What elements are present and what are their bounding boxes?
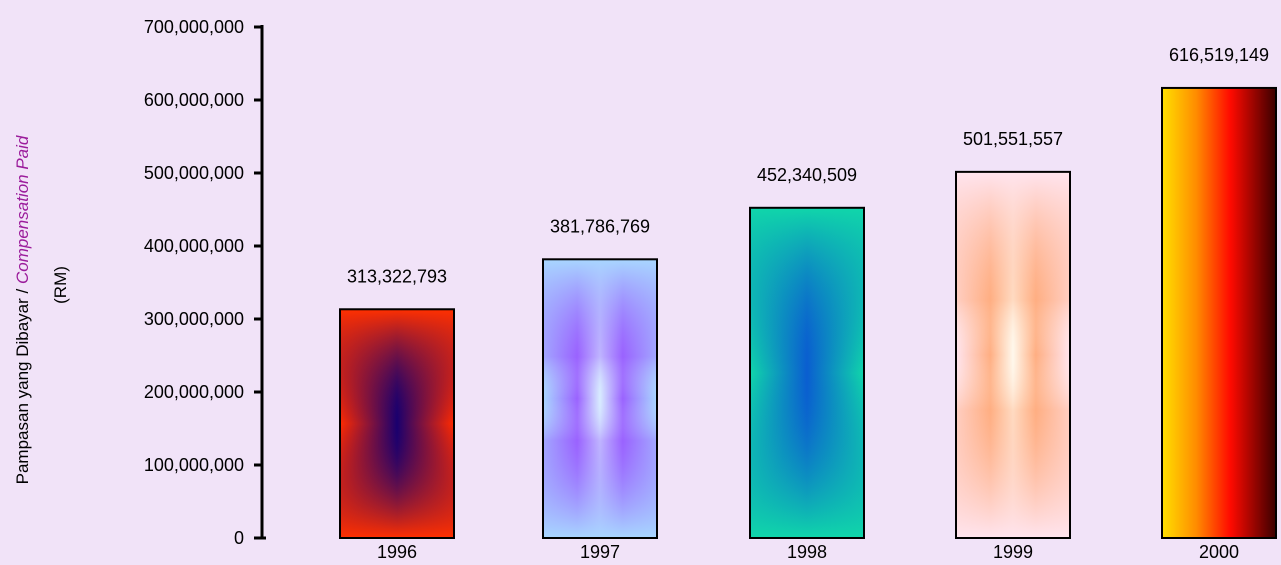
category-label: 1997 [580, 542, 620, 562]
y-tick-label: 700,000,000 [144, 17, 244, 37]
y-axis: 0 100,000,000 200,000,000 300,000,000 400,00… [144, 17, 266, 548]
y-axis-label-main: Pampasan yang Dibayar / [13, 284, 32, 484]
y-axis-unit: (RM) [51, 266, 70, 304]
bar-1999 [955, 170, 1071, 539]
data-label: 381,786,769 [550, 216, 650, 236]
y-axis-label-italic: Compensation Paid [13, 135, 32, 284]
bar-1997 [542, 258, 658, 539]
svg-text:Pampasan yang Dibayar / Compen: Pampasan yang Dibayar / Compensation Pai… [13, 135, 32, 484]
y-axis-label: Pampasan yang Dibayar / Compensation Pai… [13, 135, 32, 484]
bar-shading [750, 207, 864, 538]
category-label: 2000 [1199, 542, 1239, 562]
bar-1998 [749, 206, 865, 539]
bar-2000 [1161, 86, 1277, 540]
y-axis-unit-text: (RM) [51, 266, 70, 304]
data-label: 501,551,557 [963, 129, 1063, 149]
data-label: 452,340,509 [757, 165, 857, 185]
bar-shading [543, 259, 657, 538]
bar-outline [749, 206, 865, 539]
y-tick-label: 400,000,000 [144, 236, 244, 256]
category-label: 1999 [993, 542, 1033, 562]
bar-shading [956, 171, 1070, 538]
y-tick-label: 100,000,000 [144, 455, 244, 475]
bar-outline [339, 308, 455, 539]
bar-1996 [339, 308, 455, 539]
bars: 313,322,793 1996 381,786,769 1997 452,340,50… [339, 45, 1277, 562]
y-tick-label: 600,000,000 [144, 90, 244, 110]
bar-shading [340, 309, 454, 538]
bar-outline [1161, 86, 1277, 540]
data-label: 313,322,793 [347, 266, 447, 286]
y-tick-label: 500,000,000 [144, 163, 244, 183]
y-tick-label: 0 [234, 528, 244, 548]
bar-shading [1162, 87, 1276, 538]
bar-outline [955, 170, 1071, 539]
bar-outline [542, 258, 658, 539]
category-label: 1998 [787, 542, 827, 562]
y-tick-label: 300,000,000 [144, 309, 244, 329]
data-label: 616,519,149 [1169, 45, 1269, 65]
y-tick-label: 200,000,000 [144, 382, 244, 402]
category-label: 1996 [377, 542, 417, 562]
